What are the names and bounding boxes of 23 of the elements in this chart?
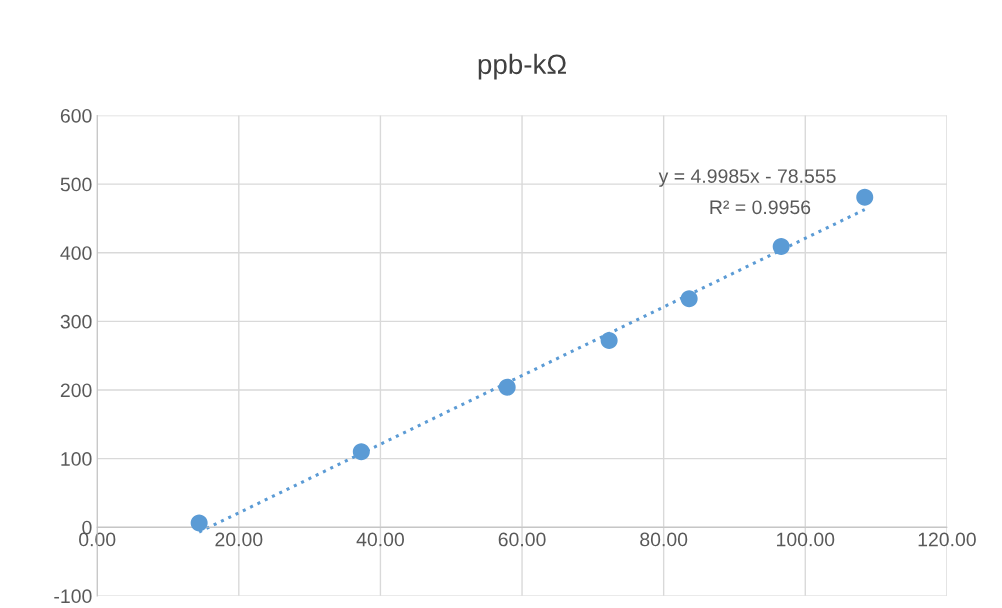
x-tick-label: 120.00 [918,532,976,547]
y-tick-label: -100 [54,589,92,604]
y-tick-label: 400 [60,246,92,260]
point [498,378,516,396]
y-tick-label: 500 [60,177,92,192]
annotation: y = 4.9985x - 78.555 [658,169,836,187]
x-tick-label: 100.00 [777,532,835,547]
x-tick-label: 60.00 [498,532,546,547]
point [190,514,208,532]
point [600,332,618,350]
y-tick-label: 100 [61,452,92,466]
x-tick-label: 20.00 [215,532,263,547]
y-tick-label: 200 [60,383,92,398]
x-tick-label: 40.00 [356,532,404,547]
point [856,188,874,206]
point [772,238,790,256]
annotation: R² = 0.9956 [710,200,811,215]
point [680,290,698,308]
y-tick-label: 600 [60,108,92,123]
y-tick-label: 300 [60,314,92,329]
x-tick-label: 80.00 [640,532,688,547]
chart-title: ppb-kΩ [478,53,566,80]
point [352,443,370,461]
